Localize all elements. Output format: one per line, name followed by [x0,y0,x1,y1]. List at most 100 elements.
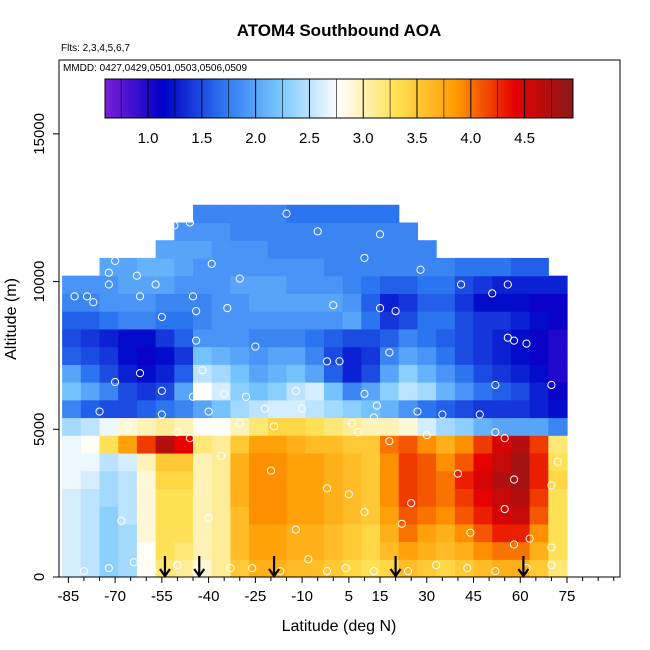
aoa-cell [492,382,512,401]
aoa-cell [286,204,306,224]
aoa-cell [454,470,475,489]
aoa-cell [380,382,400,401]
sample-point [220,389,229,398]
sample-point [82,292,92,301]
aoa-cell [62,399,82,419]
aoa-cell [230,240,250,259]
aoa-cell [417,346,437,365]
aoa-cell [118,346,138,365]
sample-point [360,507,369,517]
aoa-cell [230,382,250,401]
aoa-cell [136,417,157,436]
aoa-cell [249,470,269,489]
aoa-cell [62,541,82,560]
aoa-cell [529,399,549,419]
aoa-cell [249,257,269,277]
aoa-cell [286,452,306,472]
sample-point [329,301,338,310]
aoa-cell [529,257,549,277]
aoa-cell [436,488,456,507]
aoa-cell [454,364,475,383]
aoa-cell [398,541,419,560]
aoa-cell [473,311,493,330]
aoa-cell [417,523,437,543]
flight-arrow-head [159,568,171,578]
aoa-cell [473,275,493,294]
aoa-cell [323,240,344,259]
colorbar-ticks: 1.0 1.5 2.0 2.5 3.0 3.5 4.0 4.5 [120,79,552,147]
aoa-cell [417,399,437,419]
aoa-cell [267,257,288,277]
sample-point [463,564,472,573]
sample-point [291,386,300,395]
aoa-cell [510,417,531,436]
aoa-cell [529,364,549,383]
aoa-cell [436,399,456,419]
aoa-cell [361,435,381,454]
aoa-cell [230,541,250,560]
aoa-cell [99,311,119,330]
sample-point [491,380,500,390]
aoa-cell [454,541,475,560]
aoa-cell [436,364,456,383]
sample-point [547,380,556,390]
aoa-cell [211,470,232,489]
sample-point [403,566,413,576]
aoa-cell [473,346,493,365]
sample-point [291,525,300,534]
sample-point [322,357,332,366]
aoa-cell [342,435,362,454]
sample-point [422,431,431,440]
aoa-cell [174,523,194,543]
aoa-cell [99,275,119,294]
aoa-cell [174,541,194,560]
sample-point [488,289,497,298]
sample-point [135,369,145,378]
sample-point [216,451,226,460]
aoa-cell [323,523,344,543]
aoa-cell [211,204,232,224]
aoa-cell [174,452,194,472]
aoa-cell [323,293,344,312]
aoa-cell [361,275,381,294]
sample-point [104,564,113,573]
colorbar-tick-label: 1.5 [191,130,212,147]
aoa-cell [80,328,101,348]
aoa-cell [193,382,213,401]
aoa-cell [211,293,232,312]
aoa-cell [267,275,288,294]
sample-point [344,490,353,499]
aoa-cell [473,417,493,436]
sample-point [438,410,447,419]
aoa-cell [473,523,493,543]
sample-point [413,407,422,416]
aoa-cell [174,488,194,507]
aoa-cell [529,328,549,348]
aoa-cell [174,364,194,383]
aoa-cell [492,275,512,294]
aoa-cell [529,506,549,525]
aoa-cell [510,541,531,560]
aoa-cell [454,382,475,401]
aoa-cell [286,293,306,312]
sample-point [223,304,232,313]
aoa-cell [118,399,138,419]
x-tick-label: -25 [245,588,267,605]
sample-point [207,259,216,268]
aoa-cell [230,346,250,365]
sample-point [522,339,531,348]
aoa-cell [62,523,82,543]
aoa-cell [342,470,362,489]
aoa-cell [417,293,437,312]
aoa-cell [417,275,437,294]
x-tick-label: 45 [465,588,482,605]
aoa-cell [118,382,138,401]
aoa-cell [80,382,101,401]
aoa-cell [305,506,325,525]
aoa-cell [62,311,82,330]
aoa-cell [230,470,250,489]
x-tick-label: -10 [291,588,313,605]
aoa-cell [436,452,456,472]
sample-point [509,540,519,549]
colorbar-tick-label: 1.0 [138,130,159,147]
